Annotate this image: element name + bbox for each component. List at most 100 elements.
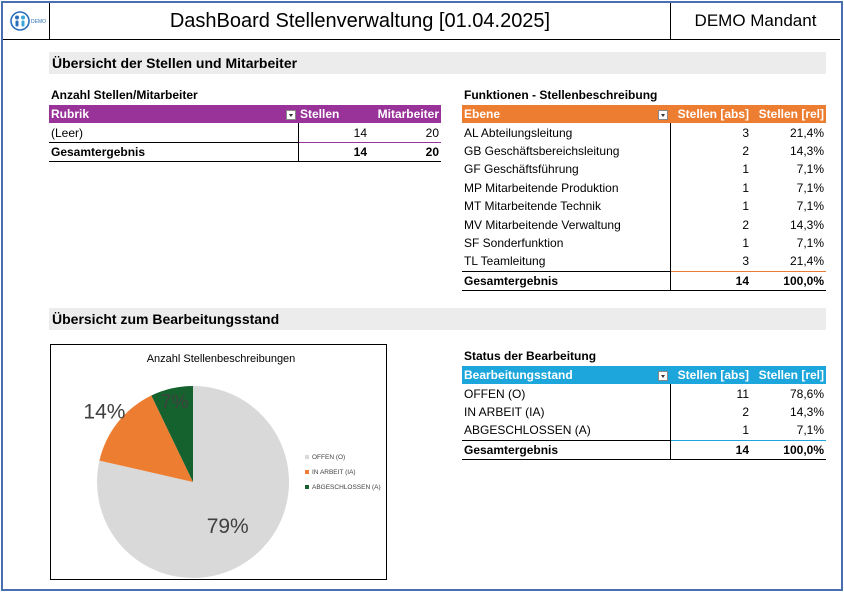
table-cell: 7,1% (796, 235, 824, 250)
column-header-rubrik[interactable]: Rubrik (49, 105, 298, 123)
company-logo: DEMO (10, 11, 46, 31)
column-header-stellen-rel: Stellen [rel] (758, 368, 824, 383)
table-row[interactable]: IN ARBEIT (IA) 2 14,3% (462, 402, 826, 422)
column-header-stellen-rel: Stellen [rel] (758, 107, 824, 122)
table-cell: 3 (669, 123, 751, 142)
table-cell: IN ARBEIT (IA) (464, 404, 545, 419)
table-cell: SF Sonderfunktion (464, 235, 564, 250)
table-cell: 1 (669, 178, 751, 197)
svg-text:DEMO: DEMO (31, 19, 46, 25)
pie-slice-2[interactable] (151, 386, 193, 482)
total-rel: 100,0% (751, 270, 826, 291)
table-cell: 14,3% (789, 143, 824, 158)
pie-data-label-1: 14% (83, 401, 125, 424)
legend-swatch-1 (305, 470, 309, 474)
column-header-ebene[interactable]: Ebene (462, 105, 670, 123)
table-row[interactable]: SF Sonderfunktion 1 7,1% (462, 233, 826, 253)
table-cell: MP Mitarbeitende Produktion (464, 180, 619, 195)
table-caption-stellen: Anzahl Stellen/Mitarbeiter (51, 88, 198, 102)
table-cell: 1 (669, 196, 751, 216)
total-row: Gesamtergebnis 14 100,0% (462, 270, 826, 291)
total-stellen: 14 (297, 141, 369, 163)
chart-title: Anzahl Stellenbeschreibungen (147, 353, 296, 365)
total-mitarbeiter: 20 (369, 141, 441, 163)
column-header-stellen: Stellen (300, 107, 340, 122)
table-row[interactable]: (Leer) 14 20 (49, 123, 441, 143)
table-cell: 7,1% (796, 423, 824, 438)
pie-chart-container[interactable]: Anzahl Stellenbeschreibungen 79% 14% 7% OF… (50, 344, 387, 580)
filter-dropdown-icon[interactable] (286, 110, 296, 121)
pivot-table-status: Bearbeitungsstand Stellen [abs] Stellen … (462, 366, 826, 460)
table-cell: OFFEN (O) (464, 386, 526, 401)
table-cell: 7,1% (796, 162, 824, 177)
table-cell: 11 (669, 384, 751, 403)
table-cell: 78,6% (789, 386, 824, 401)
table-cell: 14,3% (789, 217, 824, 232)
table-cell: 2 (669, 402, 751, 422)
total-label: Gesamtergebnis (462, 439, 670, 460)
cell-stellen: 14 (297, 123, 369, 143)
table-row[interactable]: ABGESCHLOSSEN (A) 1 7,1% (462, 421, 826, 441)
table-cell: ABGESCHLOSSEN (A) (464, 423, 591, 438)
dashboard-title-cell: DashBoard Stellenverwaltung [01.04.2025] (50, 3, 671, 40)
table-row[interactable]: MT Mitarbeitende Technik 1 7,1% (462, 196, 826, 216)
mandant-label: DEMO Mandant (694, 11, 817, 30)
table-cell: AL Abteilungsleitung (464, 125, 573, 140)
total-label: Gesamtergebnis (49, 141, 298, 163)
table-header-row: Ebene Stellen [abs] Stellen [rel] (462, 105, 826, 124)
table-caption-funktionen: Funktionen - Stellenbeschreibung (464, 88, 658, 102)
table-cell: 14,3% (789, 404, 824, 419)
table-cell: 2 (669, 215, 751, 234)
column-header-stellen-abs: Stellen [abs] (677, 368, 749, 383)
pivot-table-stellen: Rubrik Stellen Mitarbeiter (Leer) 14 20 … (49, 105, 441, 163)
table-cell: GB Geschäftsbereichsleitung (464, 143, 620, 158)
table-cell: 1 (669, 421, 751, 441)
legend-swatch-2 (305, 485, 309, 489)
total-abs: 14 (669, 270, 751, 291)
total-label: Gesamtergebnis (462, 270, 670, 291)
legend-label-0: OFFEN (O) (312, 454, 345, 461)
table-cell: 21,4% (789, 125, 824, 140)
row-label: (Leer) (51, 125, 84, 140)
table-cell: 1 (669, 160, 751, 179)
table-cell: MV Mitarbeitende Verwaltung (464, 217, 621, 232)
total-rel: 100,0% (751, 439, 826, 460)
table-row[interactable]: GB Geschäftsbereichsleitung 2 14,3% (462, 141, 826, 161)
section-header-stellen-mitarbeiter: Übersicht der Stellen und Mitarbeiter (49, 52, 826, 74)
table-cell: 3 (669, 252, 751, 272)
column-header-mitarbeiter: Mitarbeiter (377, 107, 439, 122)
total-row: Gesamtergebnis 14 20 (49, 141, 441, 163)
table-row[interactable]: AL Abteilungsleitung 3 21,4% (462, 123, 826, 142)
legend-swatch-0 (305, 455, 309, 459)
table-cell: TL Teamleitung (464, 254, 546, 269)
table-header-row: Bearbeitungsstand Stellen [abs] Stellen … (462, 366, 826, 385)
total-row: Gesamtergebnis 14 100,0% (462, 439, 826, 460)
table-row[interactable]: GF Geschäftsführung 1 7,1% (462, 160, 826, 179)
table-cell: 2 (669, 141, 751, 161)
filter-sort-icon[interactable] (658, 110, 668, 121)
table-row[interactable]: OFFEN (O) 11 78,6% (462, 384, 826, 403)
table-row[interactable]: MP Mitarbeitende Produktion 1 7,1% (462, 178, 826, 197)
legend-label-2: ABGESCHLOSSEN (A) (312, 484, 381, 491)
table-cell: 7,1% (796, 180, 824, 195)
table-row[interactable]: MV Mitarbeitende Verwaltung 2 14,3% (462, 215, 826, 234)
page-title: DashBoard Stellenverwaltung [01.04.2025] (169, 9, 551, 32)
section-title: Übersicht zum Bearbeitungsstand (52, 311, 280, 327)
pie-data-label-2: 7% (161, 392, 189, 413)
logo-cell: DEMO (3, 3, 50, 40)
pie-slice-1[interactable] (99, 395, 193, 482)
pivot-table-funktionen: Ebene Stellen [abs] Stellen [rel] AL Abt… (462, 105, 826, 291)
table-cell: 7,1% (796, 199, 824, 214)
section-title: Übersicht der Stellen und Mitarbeiter (52, 55, 298, 71)
column-header-stellen-abs: Stellen [abs] (677, 107, 749, 122)
table-row[interactable]: TL Teamleitung 3 21,4% (462, 252, 826, 272)
table-header-row: Rubrik Stellen Mitarbeiter (49, 105, 441, 124)
mandant-cell: DEMO Mandant (671, 3, 840, 40)
cell-mitarbeiter: 20 (425, 125, 439, 140)
section-header-bearbeitungsstand: Übersicht zum Bearbeitungsstand (49, 308, 826, 330)
total-abs: 14 (669, 439, 751, 460)
table-cell: GF Geschäftsführung (464, 162, 579, 177)
table-cell: MT Mitarbeitende Technik (464, 199, 601, 214)
filter-dropdown-icon[interactable] (658, 371, 668, 382)
column-header-bearbeitungsstand[interactable]: Bearbeitungsstand (462, 366, 670, 384)
